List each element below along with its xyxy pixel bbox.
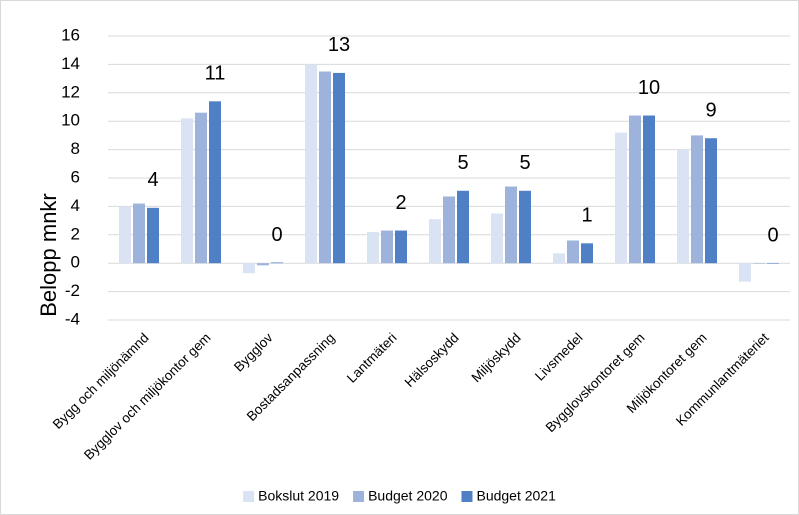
data-label: 5	[457, 152, 468, 174]
bar	[505, 186, 517, 264]
y-tick-label: 14	[61, 54, 80, 73]
y-tick-label: 6	[71, 167, 80, 186]
data-label: 1	[581, 205, 592, 227]
y-tick-label: 10	[61, 111, 80, 130]
bar	[739, 263, 751, 282]
bar	[381, 230, 393, 264]
y-tick-label: 0	[71, 253, 80, 272]
legend-label: Budget 2021	[476, 488, 556, 504]
bar	[457, 190, 469, 264]
bar	[133, 203, 145, 264]
bar	[643, 115, 655, 264]
data-label: 2	[395, 192, 406, 214]
bar	[677, 149, 689, 264]
bar	[305, 64, 317, 264]
data-label: 0	[767, 224, 778, 246]
legend-swatch	[461, 491, 473, 502]
y-tick-label: 12	[61, 82, 80, 101]
bar	[519, 190, 531, 264]
bar	[753, 263, 765, 264]
data-label: 0	[271, 224, 282, 246]
data-label: 4	[147, 169, 158, 191]
bar	[567, 240, 579, 264]
data-label: 9	[705, 100, 716, 122]
bar	[271, 262, 283, 264]
bar	[691, 135, 703, 264]
bar	[395, 230, 407, 264]
bar	[243, 263, 255, 274]
bar	[553, 253, 565, 264]
legend-swatch	[353, 491, 365, 502]
bar	[429, 219, 441, 264]
bar	[195, 112, 207, 264]
bar	[705, 138, 717, 264]
bar	[615, 132, 627, 264]
bar	[443, 196, 455, 264]
bar	[209, 101, 221, 264]
y-axis-label: Belopp mnkr	[36, 193, 61, 317]
legend-label: Budget 2020	[368, 488, 448, 504]
y-tick-label: 2	[71, 224, 80, 243]
bar	[257, 263, 269, 266]
y-tick-label: -4	[65, 309, 80, 328]
bar	[581, 243, 593, 264]
y-tick-label: -2	[65, 281, 80, 300]
y-tick-label: 8	[71, 139, 80, 158]
bar	[319, 71, 331, 264]
bar	[491, 213, 503, 264]
bar	[767, 263, 779, 264]
data-label: 10	[638, 77, 660, 99]
legend-swatch	[243, 491, 255, 502]
data-label: 5	[519, 152, 530, 174]
bar	[147, 207, 159, 264]
bar	[181, 118, 193, 264]
bar	[367, 231, 379, 264]
data-label: 11	[205, 63, 226, 85]
bar	[333, 72, 345, 264]
bar	[629, 115, 641, 264]
legend-label: Bokslut 2019	[258, 488, 339, 504]
legend: Bokslut 2019 Budget 2020 Budget 2021	[243, 488, 556, 504]
y-tick-label: 4	[71, 196, 80, 215]
data-label: 13	[328, 34, 350, 56]
bar	[119, 206, 131, 264]
y-tick-label: 16	[61, 25, 80, 44]
